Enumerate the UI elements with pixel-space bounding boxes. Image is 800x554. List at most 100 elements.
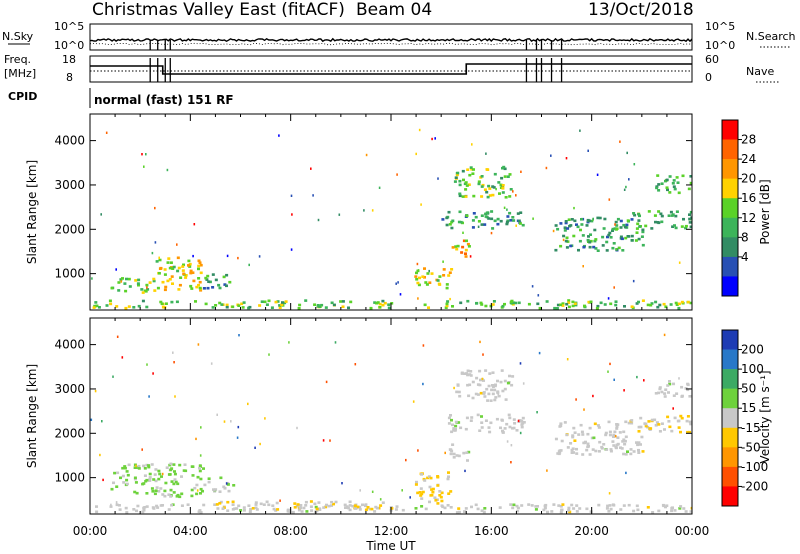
power-cell bbox=[640, 235, 644, 238]
velocity-cell bbox=[170, 503, 174, 507]
velocity-cell bbox=[459, 426, 463, 430]
velocity-noise-cell bbox=[288, 341, 290, 344]
power-cell bbox=[564, 239, 568, 243]
power-noise-cell bbox=[418, 128, 421, 132]
velocity-noise-cell bbox=[453, 386, 455, 390]
velocity-cell bbox=[455, 454, 459, 457]
velocity-cell bbox=[616, 423, 620, 426]
velocity-cell bbox=[467, 394, 471, 398]
power-cell bbox=[689, 175, 692, 178]
power-noise-cell bbox=[420, 203, 422, 206]
velocity-cell bbox=[657, 423, 661, 426]
velocity-cell bbox=[680, 394, 684, 398]
power-cell bbox=[465, 239, 469, 243]
velocity-noise-cell bbox=[538, 351, 541, 355]
velocity-cell bbox=[145, 463, 149, 467]
power-cell bbox=[614, 300, 618, 303]
velocity-cell bbox=[361, 503, 365, 507]
power-colorbar-tick-label: 20 bbox=[741, 172, 756, 186]
velocity-cell bbox=[571, 435, 575, 439]
velocity-noise-cell bbox=[608, 492, 611, 495]
velocity-noise-cell bbox=[613, 378, 615, 381]
velocity-colorbar-swatch bbox=[722, 349, 738, 370]
power-cell bbox=[499, 183, 503, 187]
power-cell bbox=[565, 236, 569, 240]
power-cell bbox=[485, 168, 489, 171]
power-noise-cell bbox=[105, 131, 108, 134]
velocity-cell bbox=[222, 485, 226, 489]
velocity-cell bbox=[644, 424, 648, 428]
power-noise-cell bbox=[608, 198, 611, 201]
power-cell bbox=[430, 272, 434, 275]
velocity-cell bbox=[132, 508, 136, 511]
power-cell bbox=[467, 183, 471, 186]
power-cell bbox=[477, 220, 481, 223]
power-cell bbox=[556, 303, 560, 307]
velocity-cell bbox=[518, 419, 522, 422]
velocity-cell bbox=[488, 372, 492, 375]
velocity-cell bbox=[567, 509, 571, 512]
power-cell bbox=[630, 218, 634, 221]
power-cell bbox=[579, 228, 583, 232]
velocity-cell bbox=[616, 436, 620, 439]
power-cell bbox=[662, 302, 666, 306]
power-cell bbox=[587, 235, 591, 238]
velocity-cell bbox=[487, 392, 491, 396]
power-cell bbox=[615, 224, 619, 227]
power-noise-cell bbox=[158, 256, 160, 259]
velocity-cell bbox=[491, 371, 495, 374]
velocity-cell bbox=[293, 506, 297, 509]
power-cell bbox=[465, 214, 469, 218]
velocity-cell bbox=[164, 481, 168, 485]
power-cell bbox=[566, 240, 570, 243]
power-cell bbox=[188, 262, 192, 266]
nsearch-line bbox=[89, 42, 693, 46]
power-cell bbox=[570, 218, 574, 221]
velocity-cell bbox=[178, 463, 182, 467]
velocity-cell bbox=[478, 429, 482, 432]
power-cell bbox=[137, 283, 141, 287]
freq-panel: Freq. [MHz] 18 8 60 0 Nave bbox=[4, 53, 780, 84]
velocity-cell bbox=[147, 464, 151, 467]
power-cell bbox=[204, 276, 208, 280]
velocity-cell bbox=[543, 504, 547, 508]
velocity-cell bbox=[176, 482, 180, 486]
power-cell bbox=[574, 303, 578, 307]
velocity-cell bbox=[183, 463, 187, 466]
power-cell bbox=[493, 172, 497, 176]
velocity-cell bbox=[605, 448, 609, 451]
power-cell bbox=[260, 300, 264, 303]
power-cell bbox=[445, 223, 449, 227]
power-cell bbox=[671, 213, 675, 216]
power-cell bbox=[630, 239, 634, 242]
freq-tick-bottom: 8 bbox=[66, 71, 73, 84]
power-ytick-label: 2000 bbox=[54, 222, 85, 236]
power-cell bbox=[635, 231, 639, 234]
power-cell bbox=[181, 265, 185, 268]
velocity-cell bbox=[667, 420, 671, 423]
velocity-cell bbox=[624, 420, 628, 424]
velocity-cell bbox=[237, 504, 241, 508]
velocity-cell bbox=[199, 492, 203, 495]
velocity-cell bbox=[581, 453, 585, 456]
velocity-cell bbox=[198, 466, 202, 470]
power-cell bbox=[170, 300, 174, 304]
power-cell bbox=[689, 210, 692, 214]
velocity-y-axis: 4000 3000 2000 1000 bbox=[54, 338, 692, 485]
power-cell bbox=[225, 303, 229, 307]
velocity-cell bbox=[640, 435, 644, 439]
power-cell bbox=[453, 180, 457, 183]
power-noise-cell bbox=[512, 190, 514, 193]
power-cell bbox=[415, 271, 419, 275]
velocity-cell bbox=[436, 475, 440, 478]
velocity-cell bbox=[496, 379, 500, 383]
velocity-noise-cell bbox=[161, 472, 164, 476]
power-cell bbox=[509, 188, 513, 191]
power-cell bbox=[320, 303, 324, 307]
velocity-noise-cell bbox=[614, 435, 617, 438]
power-noise-cell bbox=[290, 248, 293, 251]
velocity-cell bbox=[274, 509, 278, 512]
power-cell bbox=[486, 195, 490, 199]
velocity-colorbar-tick-label: -200 bbox=[741, 479, 768, 493]
velocity-cell bbox=[607, 420, 611, 424]
